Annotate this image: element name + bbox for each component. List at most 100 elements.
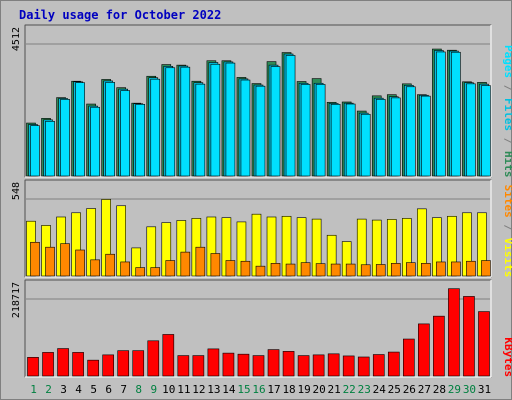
day-label-9: 9 (150, 383, 157, 396)
bar-kbytes-day-5 (87, 359, 99, 377)
day-label-29: 29 (448, 383, 461, 396)
bar-pages-day-20 (315, 84, 326, 177)
bar-sites-day-27 (421, 263, 431, 277)
bar-sites-day-5 (90, 259, 100, 277)
bar-kbytes-day-14 (222, 352, 235, 377)
bar-sites-day-3 (60, 243, 70, 277)
day-label-15: 15 (237, 383, 250, 396)
bar-sites-day-16 (255, 265, 266, 277)
bar-sites-day-12 (195, 246, 206, 277)
panel-legend: Pages / Files / Hits (502, 45, 512, 178)
bar-sites-day-6 (105, 253, 115, 277)
bar-kbytes-day-3 (57, 348, 69, 377)
bar-sites-day-4 (75, 249, 85, 277)
bar-pages-day-22 (345, 103, 356, 177)
bar-kbytes-day-12 (192, 355, 205, 377)
bar-sites-day-28 (436, 261, 446, 277)
bar-kbytes-day-25 (387, 351, 400, 377)
day-label-22: 22 (343, 383, 356, 396)
bar-pages-day-8 (135, 104, 146, 177)
bar-kbytes-day-26 (403, 338, 415, 377)
bar-pages-day-3 (60, 99, 70, 177)
day-label-1: 1 (30, 383, 37, 396)
bar-pages-day-14 (225, 62, 236, 177)
bar-pages-day-11 (180, 66, 191, 177)
bar-sites-day-21 (330, 263, 341, 277)
bar-kbytes-day-29 (448, 288, 460, 377)
bar-pages-day-7 (120, 90, 130, 177)
bar-sites-day-25 (390, 263, 401, 277)
bar-kbytes-day-17 (267, 349, 280, 377)
bar-pages-day-28 (436, 51, 446, 177)
panel-legend: Sites / Visits (502, 185, 512, 278)
day-label-23: 23 (358, 383, 371, 396)
day-label-25: 25 (388, 383, 401, 396)
day-label-24: 24 (373, 383, 387, 396)
bar-sites-day-15 (240, 260, 251, 277)
bar-kbytes-day-9 (147, 340, 160, 377)
day-label-17: 17 (267, 383, 280, 396)
bar-sites-day-30 (466, 260, 476, 277)
bar-kbytes-day-8 (132, 350, 145, 377)
bar-sites-day-2 (45, 246, 55, 277)
bar-pages-day-23 (360, 113, 371, 177)
day-label-8: 8 (135, 383, 142, 396)
day-label-20: 20 (313, 383, 326, 396)
day-label-5: 5 (90, 383, 97, 396)
legend-part: Files (502, 98, 512, 131)
bar-sites-day-19 (300, 262, 311, 277)
bar-sites-day-9 (150, 267, 161, 277)
bar-sites-day-31 (481, 260, 491, 277)
bar-sites-day-11 (180, 251, 191, 277)
bar-sites-day-20 (315, 263, 326, 277)
legend-part: Visits (502, 238, 512, 278)
day-label-19: 19 (297, 383, 310, 396)
bar-kbytes-day-6 (102, 354, 114, 377)
day-label-13: 13 (207, 383, 220, 396)
y-tick-label: 548 (11, 182, 22, 200)
bar-sites-day-29 (451, 261, 461, 277)
day-label-6: 6 (105, 383, 112, 396)
bar-pages-day-17 (270, 66, 281, 177)
chart-panels: 4512 Pages / Files / Hits 548 Sites / Visit… (11, 24, 512, 378)
panel-2: 548 Sites / Visits (11, 179, 512, 278)
day-label-18: 18 (282, 383, 295, 396)
legend-part: Sites (502, 185, 512, 218)
bar-pages-day-2 (45, 120, 55, 177)
bar-kbytes-day-11 (177, 355, 190, 377)
bar-kbytes-day-15 (237, 353, 250, 377)
bar-pages-day-29 (451, 51, 461, 177)
bar-pages-day-10 (165, 67, 176, 177)
bar-sites-day-24 (375, 264, 386, 277)
bar-pages-day-19 (300, 84, 311, 177)
bar-sites-day-26 (406, 262, 416, 277)
day-label-14: 14 (222, 383, 236, 396)
legend-part: Pages (502, 45, 512, 78)
bar-pages-day-13 (210, 63, 221, 177)
bar-kbytes-day-30 (463, 296, 475, 377)
bar-sites-day-8 (135, 267, 146, 277)
bar-sites-day-22 (345, 263, 356, 277)
day-label-21: 21 (328, 383, 341, 396)
bar-pages-day-21 (330, 104, 341, 177)
bar-pages-day-4 (75, 82, 85, 177)
bar-pages-day-24 (375, 99, 386, 177)
bar-sites-day-18 (285, 263, 296, 277)
day-label-4: 4 (75, 383, 82, 396)
y-tick-label: 4512 (11, 27, 22, 51)
bar-kbytes-day-20 (312, 354, 325, 377)
bar-sites-day-14 (225, 260, 236, 277)
legend-part: Hits (502, 151, 512, 178)
panel-1: 4512 Pages / Files / Hits (11, 24, 512, 178)
day-label-28: 28 (433, 383, 446, 396)
bar-pages-day-6 (105, 82, 115, 177)
bar-sites-day-23 (360, 264, 371, 277)
day-label-2: 2 (45, 383, 52, 396)
bar-pages-day-16 (255, 85, 266, 177)
bar-pages-day-25 (390, 97, 401, 177)
bar-kbytes-day-24 (372, 354, 385, 377)
day-label-26: 26 (403, 383, 416, 396)
bar-kbytes-day-10 (162, 334, 175, 377)
legend-part: / (502, 218, 512, 238)
bar-kbytes-day-13 (207, 348, 220, 377)
